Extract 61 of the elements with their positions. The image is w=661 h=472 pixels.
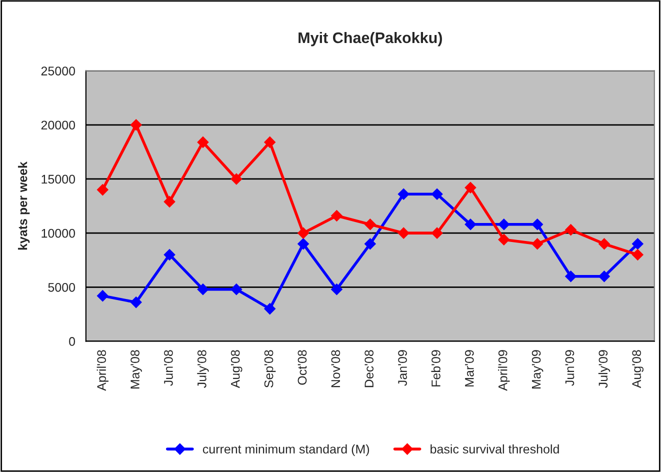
point <box>97 184 108 196</box>
point <box>598 238 610 250</box>
point <box>498 234 510 246</box>
x-tick-label: Jun'08 <box>164 350 173 386</box>
point <box>532 238 543 250</box>
x-tick-label: Sep'08 <box>264 350 276 388</box>
x-tick-label: Aug'08 <box>632 350 644 388</box>
y-axis-title: kyats per week <box>18 162 30 250</box>
point <box>298 227 309 239</box>
point <box>565 270 576 282</box>
point <box>398 188 410 200</box>
point <box>230 284 242 295</box>
point <box>298 238 309 250</box>
point <box>598 270 610 282</box>
point <box>264 136 276 148</box>
point <box>197 284 209 295</box>
x-tick-label: Feb'09 <box>431 350 440 386</box>
point <box>331 210 342 222</box>
y-tick-label: 20000 <box>41 120 76 130</box>
x-tick-label: Aug'08 <box>230 350 242 388</box>
x-tick-label: May'08 <box>130 350 142 388</box>
x-tick-label: Jan'09 <box>398 350 407 386</box>
point <box>532 218 543 230</box>
x-tick-label: Oct'08 <box>298 350 307 385</box>
point <box>164 249 176 260</box>
point <box>364 218 376 230</box>
x-tick-label: July'08 <box>197 350 209 388</box>
point <box>464 218 476 230</box>
point <box>464 182 476 194</box>
point <box>431 188 443 200</box>
point <box>632 249 644 260</box>
x-tick-label: July'09 <box>598 350 610 388</box>
point <box>364 238 376 250</box>
y-tick-label: 10000 <box>42 228 76 238</box>
point <box>632 238 644 250</box>
point <box>130 296 142 308</box>
y-tick-label: 15000 <box>42 174 76 184</box>
point <box>164 196 176 208</box>
point <box>331 284 342 295</box>
point <box>398 227 410 239</box>
x-tick-label: April'09 <box>498 350 510 391</box>
x-tick-label: Mar'09 <box>464 350 474 386</box>
y-tick-label: 25000 <box>41 66 76 76</box>
y-tick-label: 5000 <box>48 282 76 292</box>
legend-label: current minimum standard (M) <box>202 444 370 456</box>
x-tick-label: April'08 <box>96 350 108 391</box>
point <box>565 224 576 236</box>
point <box>498 218 510 230</box>
point <box>197 136 209 148</box>
x-tick-label: Nov'08 <box>331 350 340 388</box>
point <box>130 119 142 130</box>
chart-title: Myit Chae(Pakokku) <box>298 32 442 46</box>
point <box>97 290 108 302</box>
y-tick-label: 0 <box>69 337 76 346</box>
x-tick-label: May'09 <box>532 350 544 388</box>
point <box>264 303 276 314</box>
point <box>230 173 242 185</box>
point <box>431 227 443 239</box>
x-tick-label: Dec'08 <box>364 350 374 388</box>
x-tick-label: Jun'09 <box>565 350 574 386</box>
legend-label: basic survival threshold <box>430 444 559 454</box>
